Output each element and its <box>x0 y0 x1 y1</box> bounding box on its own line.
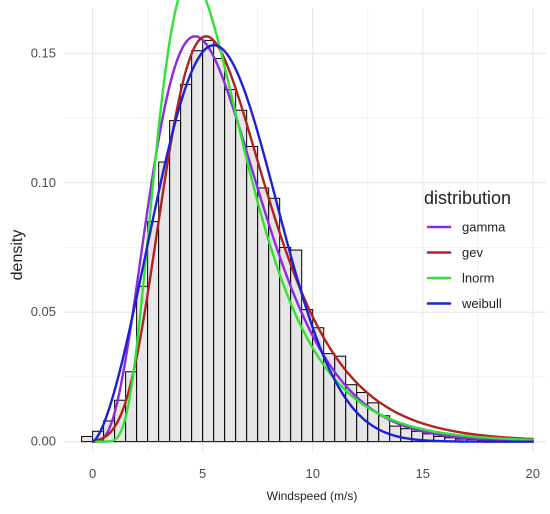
x-tick-label-0: 0 <box>89 466 96 481</box>
x-tick-label-3: 15 <box>416 466 430 481</box>
x-tick-label-4: 20 <box>526 466 540 481</box>
legend-label-gamma: gamma <box>462 220 506 235</box>
histogram-bar-8 <box>170 121 181 442</box>
histogram-bar-15 <box>247 147 258 442</box>
legend-label-weibull: weibull <box>461 296 502 311</box>
histogram-bar-0 <box>82 436 93 441</box>
x-tick-label-2: 10 <box>305 466 319 481</box>
y-tick-label-0: 0.00 <box>31 434 56 449</box>
y-tick-label-1: 0.05 <box>31 304 56 319</box>
histogram-bar-9 <box>181 84 192 441</box>
histogram-bar-17 <box>269 198 280 441</box>
histogram-bar-11 <box>203 40 214 441</box>
y-axis-label: density <box>9 230 26 281</box>
histogram-bar-14 <box>236 110 247 441</box>
histogram-bar-13 <box>225 90 236 442</box>
y-tick-label-3: 0.15 <box>31 45 56 60</box>
histogram-bar-10 <box>192 51 203 442</box>
y-tick-label-2: 0.10 <box>31 175 56 190</box>
legend-label-lnorm: lnorm <box>462 271 495 286</box>
legend-title: distribution <box>424 188 511 208</box>
x-tick-label-1: 5 <box>199 466 206 481</box>
x-axis-label: Windspeed (m/s) <box>267 489 358 503</box>
histogram-bar-12 <box>214 58 225 441</box>
legend-label-gev: gev <box>462 245 483 260</box>
